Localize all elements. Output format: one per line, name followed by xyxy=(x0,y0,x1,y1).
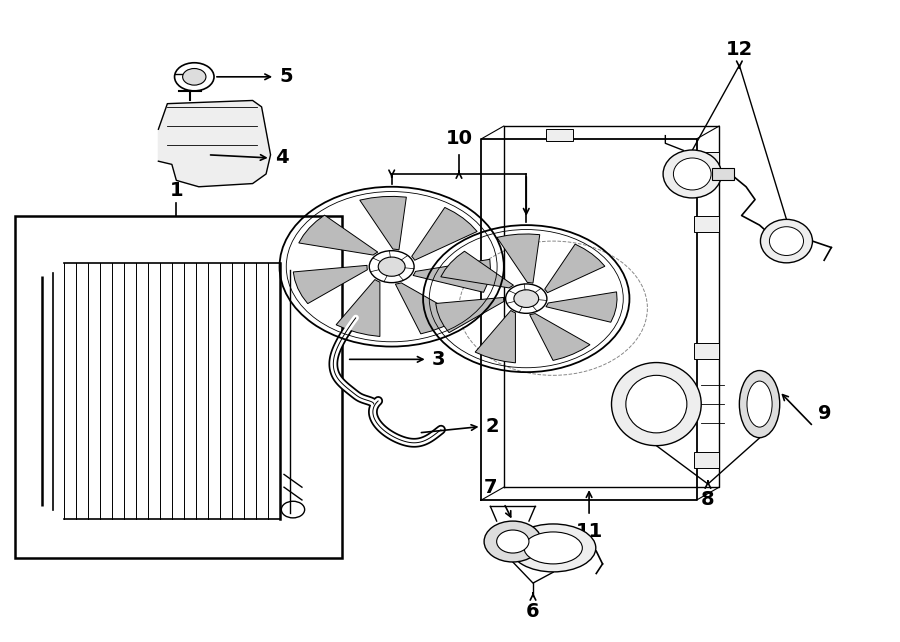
Circle shape xyxy=(506,284,547,313)
Bar xyxy=(694,216,719,232)
Text: 7: 7 xyxy=(483,478,497,497)
Bar xyxy=(694,343,719,360)
Ellipse shape xyxy=(611,363,701,446)
Ellipse shape xyxy=(510,524,596,572)
Polygon shape xyxy=(293,265,367,304)
Polygon shape xyxy=(336,279,380,336)
Ellipse shape xyxy=(770,227,804,256)
Ellipse shape xyxy=(626,376,687,433)
Text: 9: 9 xyxy=(818,404,832,423)
Circle shape xyxy=(378,257,405,276)
Polygon shape xyxy=(497,234,540,283)
Text: 5: 5 xyxy=(280,67,293,86)
Bar xyxy=(694,452,719,468)
Circle shape xyxy=(183,69,206,85)
Text: 6: 6 xyxy=(526,602,540,621)
Ellipse shape xyxy=(747,381,772,427)
Polygon shape xyxy=(360,196,407,250)
Ellipse shape xyxy=(760,220,813,263)
Text: 2: 2 xyxy=(486,417,500,436)
Polygon shape xyxy=(546,292,617,322)
Circle shape xyxy=(497,530,529,553)
Circle shape xyxy=(369,250,414,282)
Text: 1: 1 xyxy=(169,180,184,200)
Text: 8: 8 xyxy=(701,490,715,509)
Bar xyxy=(712,168,734,180)
Text: 11: 11 xyxy=(575,523,603,541)
Text: 3: 3 xyxy=(432,350,446,369)
Bar xyxy=(546,129,573,141)
Polygon shape xyxy=(441,251,514,288)
Ellipse shape xyxy=(663,150,722,198)
Polygon shape xyxy=(411,207,477,260)
Text: 10: 10 xyxy=(446,130,472,148)
Ellipse shape xyxy=(740,370,779,438)
Text: 4: 4 xyxy=(275,148,289,168)
Polygon shape xyxy=(436,297,504,333)
Polygon shape xyxy=(299,215,378,255)
Ellipse shape xyxy=(524,532,582,564)
Polygon shape xyxy=(413,259,491,292)
Ellipse shape xyxy=(673,158,711,190)
Bar xyxy=(14,216,342,557)
Bar xyxy=(694,152,719,168)
Text: 12: 12 xyxy=(725,40,753,59)
Polygon shape xyxy=(395,283,461,334)
Polygon shape xyxy=(544,244,605,293)
Circle shape xyxy=(514,290,538,308)
Polygon shape xyxy=(475,311,516,363)
Polygon shape xyxy=(529,313,590,360)
Polygon shape xyxy=(158,100,271,187)
Circle shape xyxy=(484,521,542,562)
